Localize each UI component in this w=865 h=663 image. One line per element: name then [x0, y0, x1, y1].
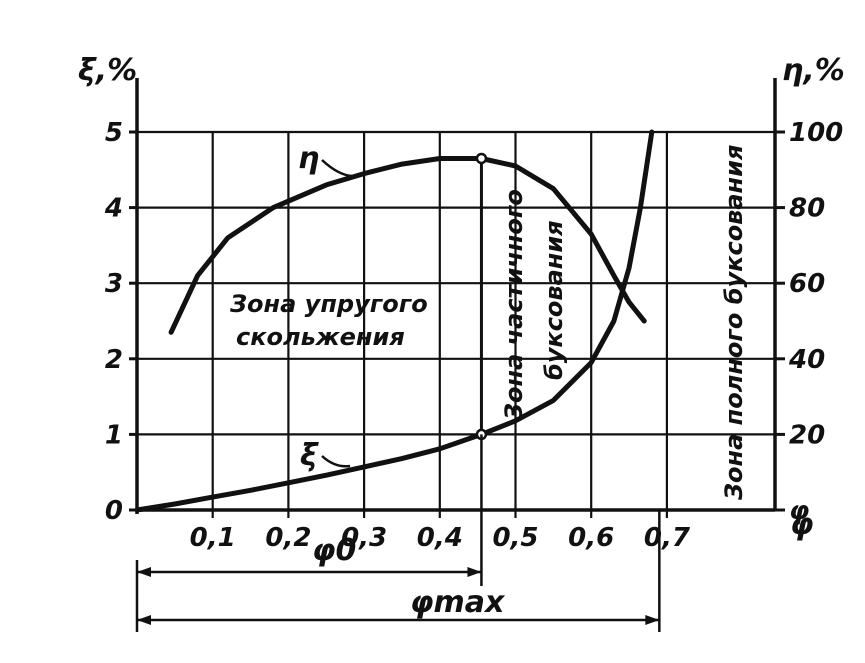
dimension-line-phi0-arrow-right: [467, 567, 482, 577]
left-tick-label: 1: [105, 420, 123, 450]
left-tick-label: 3: [105, 269, 123, 299]
zone-elastic-line1: Зона упругого: [229, 290, 428, 318]
dimension-lines: [135, 434, 661, 632]
dimension-line-phimax-arrow-right: [645, 615, 660, 625]
left-tick-label: 0: [105, 496, 123, 526]
x-axis-label: φ: [790, 507, 813, 542]
axes: [129, 78, 785, 514]
right-tick-label: 20: [789, 420, 825, 450]
series-label-eta: η: [298, 141, 319, 176]
xi-pointer: [321, 455, 351, 468]
right-axis-label: η,%: [782, 53, 845, 88]
zone-partial-line2: буксования: [540, 220, 568, 380]
zone-full-slip: Зона полного буксования: [720, 145, 748, 501]
right-tick-label: 100: [789, 118, 843, 148]
left-tick-label: 2: [105, 345, 123, 375]
dimension-line-phimax-arrow-left: [137, 615, 151, 625]
left-tick-label: 5: [105, 118, 123, 148]
zone-partial-line1: Зона частичного: [500, 189, 528, 421]
x-tick-label: 0,7: [644, 523, 691, 553]
labels: ξ,% η,% φ η ξ Зона упругого скольжения З…: [78, 53, 845, 620]
point-marker: [475, 152, 488, 165]
series-label-xi: ξ: [300, 438, 319, 473]
series-line-eta: [168, 156, 647, 335]
right-tick-label: 40: [788, 345, 825, 375]
left-axis-label: ξ,%: [78, 53, 137, 88]
right-tick-label: 80: [789, 194, 825, 224]
right-tick-label: φ: [789, 496, 809, 526]
x-tick-label: 0,6: [568, 523, 614, 553]
left-tick-label: 4: [104, 194, 123, 224]
zone-elastic-line2: скольжения: [236, 323, 405, 351]
dimension-label-phi0: φ0: [312, 533, 356, 568]
eta-pointer: [321, 159, 353, 178]
x-tick-label: 0,1: [190, 523, 236, 553]
x-tick-label: 0,2: [265, 523, 311, 553]
series-layer: [134, 129, 655, 513]
x-tick-label: 0,3: [341, 523, 387, 553]
x-tick-label: 0,5: [492, 523, 538, 553]
dimension-label-phimax: φmax: [410, 585, 506, 620]
x-tick-label: 0,4: [417, 523, 463, 553]
right-tick-label: 60: [789, 269, 825, 299]
dimension-line-phi0-arrow-left: [137, 567, 151, 577]
series-line-xi: [134, 129, 655, 513]
grid: [137, 130, 775, 518]
